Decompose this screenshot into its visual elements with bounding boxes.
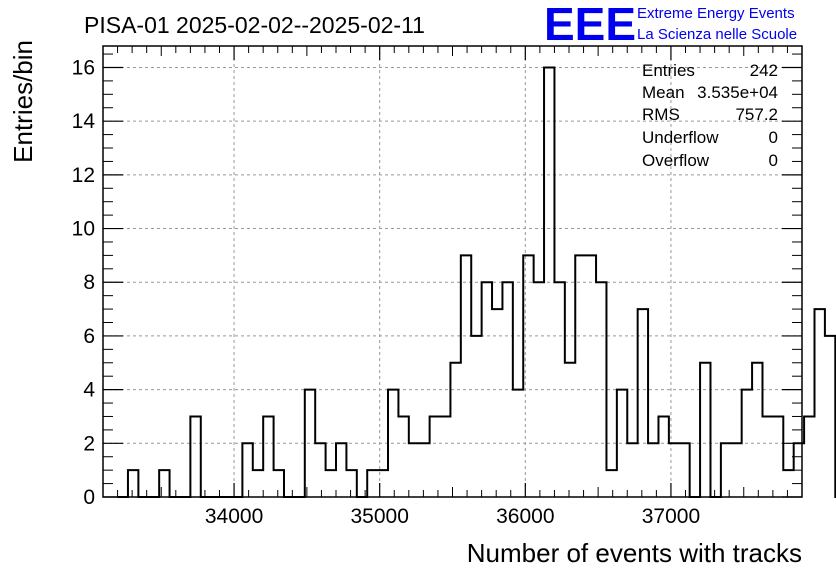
stats-box: Entries 242 Mean 3.535e+04 RMS 757.2 Und… [642, 61, 778, 170]
y-tick-label: 6 [83, 325, 95, 348]
y-tick-label: 16 [72, 56, 95, 79]
y-tick-label: 12 [72, 164, 95, 187]
logo-line-2: La Scienza nelle Scuole [637, 26, 797, 43]
plot-frame [102, 45, 803, 498]
y-tick-label: 14 [72, 110, 96, 133]
x-tick-label: 37000 [642, 505, 700, 528]
eee-logo: EEE Extreme Energy Events La Scienza nel… [544, 0, 797, 50]
x-tick-label: 36000 [496, 505, 554, 528]
x-tick-label: 34000 [205, 505, 263, 528]
stats-entries-label: Entries [642, 61, 695, 80]
logo-initials: EEE [544, 0, 636, 50]
x-tick-labels: 34000 35000 36000 37000 [205, 505, 700, 528]
x-axis-title: Number of events with tracks [467, 538, 802, 568]
y-tick-label: 10 [72, 218, 95, 241]
stats-overflow-label: Overflow [642, 151, 710, 170]
y-axis-title: Entries/bin [8, 40, 38, 163]
y-tick-label: 8 [83, 271, 95, 294]
y-tick-label: 0 [83, 486, 95, 509]
x-tick-label: 35000 [350, 505, 408, 528]
stats-rms-value: 757.2 [735, 105, 778, 124]
grid-lines [103, 46, 802, 497]
logo-line-1: Extreme Energy Events [637, 5, 795, 22]
chart-title: PISA-01 2025-02-02--2025-02-11 [84, 12, 425, 38]
y-tick-label: 2 [83, 432, 95, 455]
stats-mean-label: Mean [642, 83, 685, 102]
stats-entries-value: 242 [750, 61, 778, 80]
y-tick-label: 4 [83, 379, 95, 402]
stats-overflow-value: 0 [769, 151, 778, 170]
stats-mean-value: 3.535e+04 [697, 83, 778, 102]
histogram-line [117, 66, 836, 498]
y-tick-labels: 0 2 4 6 8 10 12 14 16 [72, 56, 96, 509]
stats-underflow-value: 0 [769, 128, 778, 147]
stats-underflow-label: Underflow [642, 128, 719, 147]
stats-rms-label: RMS [642, 105, 680, 124]
